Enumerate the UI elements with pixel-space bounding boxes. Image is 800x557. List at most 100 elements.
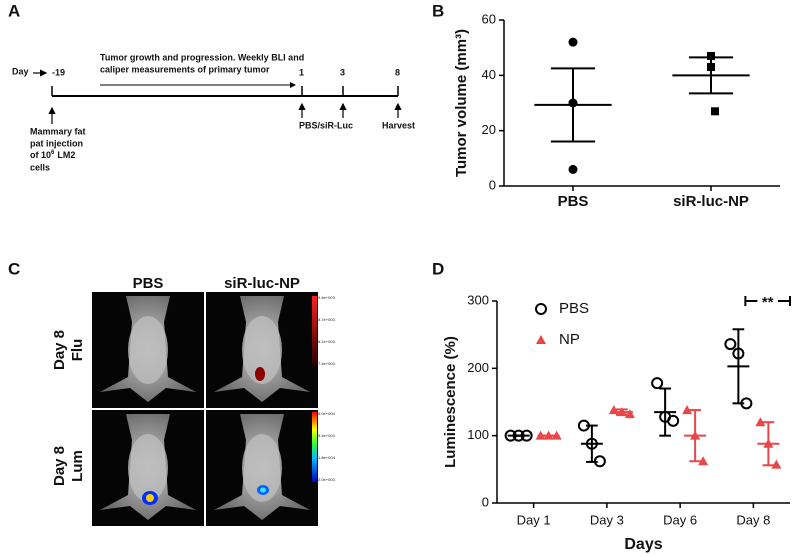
signal [260,487,266,493]
injection-sup: 6 [51,150,55,156]
point [535,303,547,315]
x-axis-label: Days [624,536,662,553]
mouse-body [128,316,168,384]
injection-prefix: of 10 [30,150,51,160]
point [711,107,719,116]
signal [255,367,265,381]
y-tick-label: 0 [489,177,496,192]
colorbar-label: 8.7e+003 [318,317,336,322]
point [568,37,578,47]
y-tick-label: 40 [482,67,496,82]
y-axis-label: Luminescence (%) [442,336,459,468]
point [616,407,627,417]
day-word: Day [12,66,29,76]
point [577,419,590,432]
colorbar-label: 2.0e+003 [318,477,336,482]
point [771,459,782,469]
point [724,338,737,351]
point [568,164,578,174]
colorbar-label: 9.4e+003 [318,295,336,300]
injection-suffix: LM2 [57,150,75,160]
point [732,347,745,360]
colorbar-label: 1.8e+004 [318,455,336,460]
y-tick-label: 100 [467,427,489,442]
colorbar-label: 3.4e+004 [318,433,336,438]
point [651,377,664,390]
x-tick-label: siR-luc-NP [673,193,749,210]
column-label: PBS [133,275,164,292]
point [608,405,619,415]
point [568,98,578,108]
point [536,335,546,344]
panel-label: A [8,1,20,20]
point [707,63,715,72]
panel-label: C [8,259,20,278]
timeline-panel: A Day -19 1 3 8 Tumor growth and progres… [8,1,415,172]
x-tick-label: Day 1 [517,512,551,527]
row-label-line: Day 8 [51,446,68,486]
image-panel: C PBS siR-luc-NP Day 8 Flu Day 8 Lum 9.4… [8,259,336,526]
injection-text: pat injection [30,138,83,148]
injection-text: of 106 LM2 [30,150,75,161]
point [543,430,554,440]
point [763,438,774,448]
x-tick-label: Day 6 [663,512,697,527]
up-arrows [48,102,402,124]
point [682,405,693,415]
point [535,430,546,440]
row-label-line: Lum [69,450,86,482]
point [698,456,709,466]
point [504,429,517,442]
mouse-images [92,292,318,526]
y-tick-label: 20 [482,122,496,137]
point [512,429,525,442]
colorbar-label: 5.0e+004 [318,411,336,416]
mouse-body [242,434,282,502]
injection-text: cells [30,162,50,172]
point [520,429,533,442]
point [667,414,680,427]
legend-label: PBS [559,300,589,317]
point [740,397,753,410]
day: 8 [395,67,400,77]
x-tick-label: Day 3 [590,512,624,527]
point [690,430,701,440]
point [707,51,715,60]
point [585,437,598,450]
point [551,430,562,440]
growth-text: caliper measurements of primary tumor [100,64,270,74]
injection-text: Mammary fat [30,126,86,136]
x-tick-label: PBS [558,193,589,210]
row-label-line: Day 8 [51,330,68,370]
panel-label: B [432,1,444,20]
colorbar-label: 7.4e+003 [318,361,336,366]
point [593,455,606,468]
y-tick-label: 300 [467,292,489,307]
y-tick-label: 0 [482,494,489,509]
y-tick-label: 200 [467,360,489,375]
day: 3 [340,67,345,77]
y-tick-label: 60 [482,11,496,26]
colorbar [312,296,317,366]
y-axis-label: Tumor volume (mm³) [453,29,470,177]
significance: ** [762,294,774,311]
harvest-text: Harvest [382,120,415,130]
column-label: siR-luc-NP [224,275,300,292]
panel-label: D [432,259,444,278]
mouse-body [242,316,282,384]
point [755,417,766,427]
colorbar [312,412,317,482]
signal [146,494,154,502]
row-label: Day 8 Flu [51,330,86,370]
treatment-text: PBS/siR-Luc [299,120,353,130]
significance-bracket [744,296,791,306]
growth-text: Tumor growth and progression. Weekly BLI… [100,52,304,62]
day: -19 [52,67,65,77]
row-label: Day 8 Lum [51,446,86,486]
x-tick-label: Day 8 [736,512,770,527]
colorbar-label: 8.1e+003 [318,339,336,344]
ticks [51,86,399,96]
point [624,409,635,419]
row-label-line: Flu [69,339,86,362]
